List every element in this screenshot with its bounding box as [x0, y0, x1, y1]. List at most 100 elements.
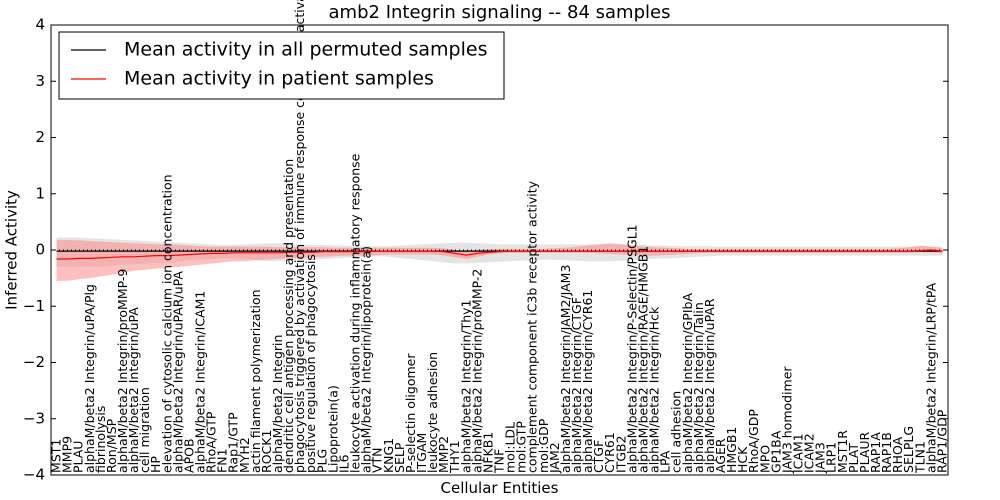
- x-tick-label: leukocyte adhesion: [425, 352, 440, 473]
- x-tick-label: alphaM/beta2 Integrin/CYR61: [580, 290, 595, 473]
- x-tick-label: MST1: [49, 439, 64, 473]
- x-tick-label: Rap1/GTP: [226, 412, 241, 473]
- x-tick-label: MMP2: [436, 436, 451, 473]
- x-tick-label: mol:GDP: [536, 418, 551, 473]
- x-tick-label: RHOA: [890, 436, 905, 473]
- x-tick-label: MPO: [757, 445, 772, 473]
- x-tick-label: HP: [148, 456, 163, 473]
- x-tick-label: SELP: [392, 442, 407, 473]
- x-tick-label: alphaM/beta2 Integrin/proMMP-9: [115, 269, 130, 473]
- confidence-bands: [56, 237, 943, 281]
- axes-frame: [50, 24, 949, 476]
- x-tick-label: alphaM/beta2 Integrin/P-Selectin/PSGL1: [624, 224, 639, 473]
- x-tick-label: alphaM/beta2 Integrin: [270, 335, 285, 473]
- x-tick-label: RAP1B: [879, 432, 894, 473]
- x-tick-label: PLAUR: [857, 431, 872, 472]
- x-tick-label: RAP1A: [868, 432, 883, 473]
- series-lines: [56, 249, 943, 260]
- y-tick-label: −1: [23, 297, 45, 315]
- x-tick-label: alphaM/beta2 Integrin/CTGF: [569, 297, 584, 473]
- x-tick-label: alphaM/beta2 Integrin/uPA: [126, 307, 141, 473]
- x-tick-label: PLAT: [846, 443, 861, 473]
- x-tick-label: VTN: [370, 447, 385, 473]
- legend-label-patient: Mean activity in patient samples: [124, 68, 434, 90]
- x-tick-label: Lipoprotein(a): [325, 385, 340, 473]
- x-tick-label: alphaM/beta2 Integrin/uPAR/uPA: [170, 271, 185, 473]
- patient-mean-line: [56, 249, 943, 260]
- y-tick-label: 2: [35, 128, 45, 146]
- x-tick-label: MMP9: [60, 436, 75, 473]
- x-tick-label: PLAU: [71, 441, 86, 474]
- x-tick-label: ITGAM: [414, 433, 429, 473]
- x-tick-label: alphaM/beta2 Integrin/Thy1: [458, 299, 473, 473]
- x-tick-label: JAM3 homodimer: [779, 366, 794, 474]
- y-tick-label: −3: [23, 409, 45, 427]
- x-tick-label: alphaM/beta2 Integrin/GPIbA: [680, 293, 695, 473]
- x-tick-label: MST1R: [835, 430, 850, 473]
- legend-label-permuted: Mean activity in all permuted samples: [124, 39, 487, 61]
- x-tick-label: phagocytosis triggered by activation of …: [292, 0, 307, 473]
- x-tick-label: ITGB2: [613, 435, 628, 473]
- x-tick-label: AGER: [713, 438, 728, 473]
- x-tick-label: TLN1: [912, 441, 927, 474]
- x-tick-label: positive regulation of phagocytosis: [303, 254, 318, 473]
- x-tick-label: cell migration: [137, 387, 152, 473]
- chart-title: amb2 Integrin signaling -- 84 samples: [329, 2, 671, 23]
- x-tick-label: RAP1/GDP: [935, 409, 950, 473]
- x-tick-label: mol:LDL: [503, 422, 518, 473]
- x-tick-label: RhoA/GDP: [746, 409, 761, 473]
- x-tick-label: GP1BA: [768, 430, 783, 473]
- x-tick-label: alphaM/beta2 Integrin/JAM2/JAM3: [558, 265, 573, 473]
- x-tick-label: alphaM/beta2 Integrin/RAGE/HMGB1: [636, 246, 651, 473]
- legend-box: [58, 31, 505, 100]
- x-tick-label: RhoA/GTP: [204, 411, 219, 473]
- x-tick-label: IL6: [337, 454, 352, 473]
- x-tick-label: fibrinolysis: [93, 406, 108, 473]
- x-tick-label: NFKB1: [480, 432, 495, 473]
- x-tick-label: JAM3: [813, 442, 828, 474]
- x-tick-label: MYH2: [237, 437, 252, 473]
- x-tick-label: KNG1: [381, 438, 396, 473]
- x-tick-label: CYR61: [602, 432, 617, 473]
- x-tick-label: complement component iC3b receptor activ…: [525, 180, 540, 473]
- y-tick-label: 1: [35, 184, 45, 202]
- x-tick-label: alphaM/beta2 Integrin/Hck: [647, 306, 662, 473]
- x-tick-label: HCK: [735, 446, 750, 473]
- x-tick-label: JAM2: [547, 442, 562, 474]
- x-tick-label: CTGF: [591, 440, 606, 473]
- x-tick-label: mol:GTP: [514, 421, 529, 473]
- x-tick-label: LRP1: [824, 442, 839, 473]
- y-tick-label: 4: [35, 16, 45, 34]
- legend: Mean activity in all permuted samples Me…: [58, 31, 505, 100]
- x-tick-label: SELPLG: [901, 426, 916, 473]
- x-tick-label: HMGB1: [724, 427, 739, 473]
- x-tick-label: cell adhesion: [669, 391, 684, 473]
- x-tick-label: PLG: [314, 449, 329, 473]
- x-tick-label: LPA: [658, 450, 673, 473]
- y-tick-label: −4: [23, 466, 45, 484]
- x-tick-label: dendritic cell antigen processing and pr…: [281, 159, 296, 473]
- y-tick-label: 0: [35, 241, 45, 259]
- x-axis-label: Cellular Entities: [441, 479, 559, 497]
- x-tick-label: FN1: [215, 448, 230, 473]
- x-tick-label: alphaM/beta2 Integrin/lipoprotein(a): [359, 246, 374, 473]
- y-tick-label: −2: [23, 353, 45, 371]
- x-tick-label: P-selectin oligomer: [403, 353, 418, 473]
- patient-band: [56, 239, 943, 281]
- x-tick-label: elevation of cytosolic calcium ion conce…: [159, 174, 174, 473]
- x-tick-label: actin filament polymerization: [248, 289, 263, 473]
- x-tick-label: alphaM/beta2 Integrin/LRP/tPA: [923, 282, 938, 473]
- x-tick-label: APOB: [181, 438, 196, 473]
- x-tick-label: Ron/MSP: [104, 418, 119, 473]
- x-tick-label: TNF: [492, 449, 507, 474]
- y-axis-label: Inferred Activity: [3, 190, 21, 310]
- x-tick-label: ICAM2: [802, 433, 817, 473]
- x-tick-label: leukocyte activation during inflammatory…: [348, 153, 363, 473]
- x-tick-label: alphaM/beta2 Integrin/ICAM1: [193, 291, 208, 473]
- x-tick-label: ICAM1: [791, 433, 806, 473]
- x-tick-label: alphaM/beta2 Integrin/Talin: [691, 302, 706, 473]
- x-tick-label: alphaM/beta2 Integrin/uPA/Plg: [82, 284, 97, 473]
- x-tick-label: THY1: [447, 440, 462, 474]
